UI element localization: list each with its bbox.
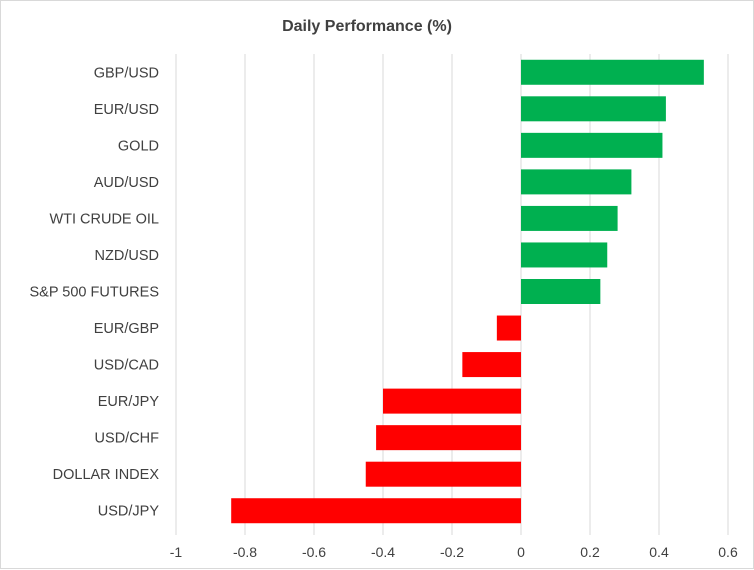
x-tick-label: -0.8: [233, 544, 257, 560]
chart-title: Daily Performance (%): [282, 18, 452, 35]
bar-gold: [521, 132, 663, 158]
bar-dollar-index: [365, 461, 521, 487]
category-label: USD/JPY: [98, 504, 160, 520]
bar-s-p-500-futures: [521, 279, 601, 304]
category-label: WTI CRUDE OIL: [49, 211, 159, 227]
category-label: USD/CAD: [94, 358, 159, 374]
bar-eur-jpy: [383, 388, 521, 414]
bar-gbp-usd: [521, 59, 704, 85]
bar-usd-chf: [376, 425, 521, 451]
bar-usd-jpy: [231, 498, 521, 524]
category-label: EUR/JPY: [98, 394, 160, 410]
x-tick-label: 0.2: [580, 544, 600, 560]
category-label: S&P 500 FUTURES: [30, 285, 159, 301]
bar-usd-cad: [462, 352, 521, 378]
category-label: GBP/USD: [94, 65, 159, 81]
category-label: USD/CHF: [95, 431, 160, 447]
x-tick-label: 0.6: [718, 544, 738, 560]
bar-eur-usd: [521, 96, 666, 122]
category-label: NZD/USD: [95, 248, 159, 264]
category-label: EUR/GBP: [94, 321, 159, 337]
x-tick-label: 0: [517, 544, 525, 560]
x-tick-label: -1: [170, 544, 183, 560]
x-tick-label: 0.4: [649, 544, 669, 560]
category-label: DOLLAR INDEX: [53, 467, 160, 483]
category-label: GOLD: [118, 138, 159, 154]
x-tick-label: -0.4: [371, 544, 395, 560]
category-label: AUD/USD: [94, 175, 159, 191]
bar-eur-gbp: [496, 315, 521, 341]
category-label: EUR/USD: [94, 102, 159, 118]
bar-aud-usd: [521, 169, 632, 195]
bar-nzd-usd: [521, 242, 608, 268]
x-tick-label: -0.2: [440, 544, 464, 560]
x-tick-label: -0.6: [302, 544, 326, 560]
bar-wti-crude-oil: [521, 205, 618, 231]
